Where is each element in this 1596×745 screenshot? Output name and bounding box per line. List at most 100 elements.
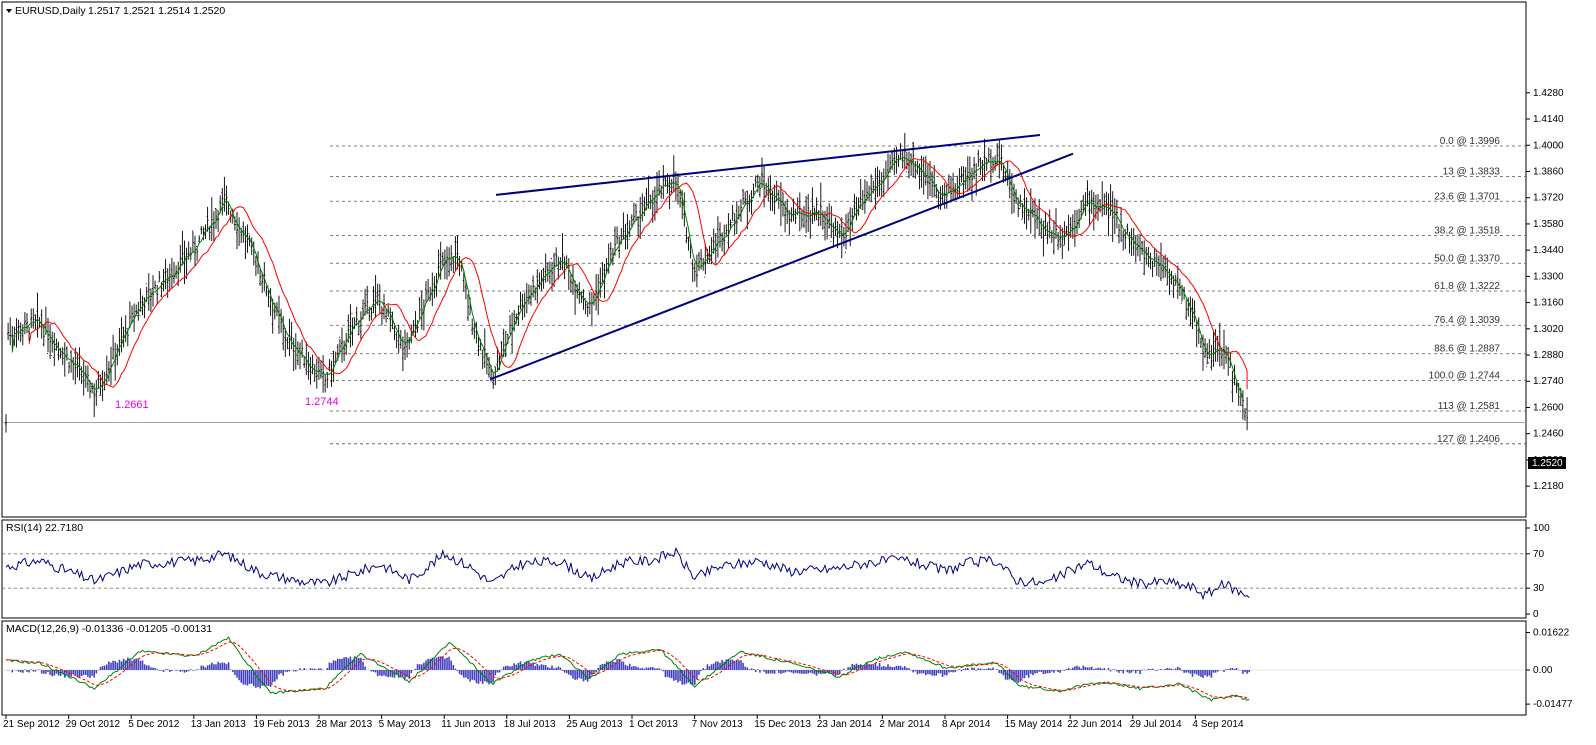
price-bar bbox=[72, 357, 75, 381]
price-bar bbox=[1223, 329, 1225, 370]
price-bar bbox=[303, 356, 306, 368]
price-bar bbox=[162, 268, 165, 292]
price-bar bbox=[685, 227, 688, 244]
low-annotation-2: 1.2744 bbox=[305, 396, 339, 408]
rsi-tick-label: 100 bbox=[1533, 523, 1550, 534]
price-bar bbox=[341, 327, 343, 363]
price-bar bbox=[1078, 208, 1081, 229]
price-bar bbox=[853, 193, 856, 217]
fast-ma-line bbox=[28, 158, 1248, 390]
time-tick-label: 22 Jun 2014 bbox=[1067, 719, 1122, 730]
price-bar bbox=[803, 205, 805, 228]
rsi-levels bbox=[2, 553, 1526, 589]
price-bar bbox=[9, 317, 12, 346]
price-bar bbox=[662, 165, 665, 199]
price-bar bbox=[922, 156, 925, 195]
price-bar bbox=[299, 342, 301, 370]
price-bar bbox=[605, 258, 608, 274]
price-bar bbox=[290, 321, 293, 350]
price-bar bbox=[679, 189, 682, 208]
price-bar bbox=[637, 216, 640, 237]
price-bar bbox=[393, 323, 396, 341]
price-bar bbox=[979, 157, 982, 175]
price-bar bbox=[767, 177, 770, 202]
price-bar bbox=[1115, 199, 1118, 229]
axes: 1.4280 1.4140 1.4000 1.3860 1.3720 1.3580 1.34… bbox=[3, 88, 1573, 730]
low-annotation-1: 1.2661 bbox=[115, 399, 149, 411]
price-bar bbox=[173, 261, 175, 284]
price-bar bbox=[1036, 207, 1039, 230]
price-bar bbox=[223, 176, 226, 212]
price-bar bbox=[473, 322, 476, 340]
price-bar bbox=[28, 327, 31, 342]
price-bar bbox=[851, 207, 854, 231]
fib-label: 38.2 @ 1.3518 bbox=[1434, 226, 1500, 237]
lower-trendline bbox=[489, 152, 1074, 381]
price-bar bbox=[107, 361, 110, 382]
price-bar bbox=[985, 158, 988, 172]
price-bar bbox=[212, 211, 215, 242]
price-bar bbox=[80, 366, 83, 385]
price-bar bbox=[622, 212, 625, 240]
macd-title: MACD(12,26,9) -0.01336 -0.01205 -0.00131 bbox=[6, 623, 212, 635]
price-bar bbox=[882, 168, 885, 197]
price-bar bbox=[1086, 180, 1089, 207]
price-bar bbox=[49, 324, 52, 359]
price-bar bbox=[378, 284, 381, 315]
price-bar bbox=[1048, 209, 1051, 239]
price-bar bbox=[7, 322, 10, 341]
price-bar bbox=[458, 256, 461, 277]
price-bar bbox=[215, 208, 217, 229]
price-bar bbox=[158, 270, 161, 283]
price-bar bbox=[989, 148, 992, 183]
price-tick-label: 1.3160 bbox=[1533, 298, 1564, 309]
price-bar bbox=[236, 212, 238, 250]
price-bar bbox=[36, 292, 39, 338]
price-bar bbox=[68, 361, 70, 374]
price-bar bbox=[1023, 188, 1026, 224]
price-bar bbox=[1153, 248, 1156, 267]
price-bar bbox=[828, 203, 831, 229]
price-bar bbox=[1193, 300, 1196, 323]
price-bar bbox=[635, 203, 637, 221]
price-bar bbox=[1025, 197, 1028, 230]
price-bar bbox=[721, 232, 724, 252]
price-bar bbox=[296, 341, 299, 366]
price-bar bbox=[1149, 252, 1152, 270]
price-bar bbox=[1212, 331, 1215, 367]
price-bar bbox=[601, 261, 604, 284]
price-bar bbox=[878, 170, 881, 197]
price-bar bbox=[1218, 322, 1221, 367]
price-bar bbox=[1076, 209, 1078, 235]
price-bar bbox=[32, 308, 35, 329]
price-bar bbox=[63, 342, 66, 377]
price-bar bbox=[1189, 296, 1192, 327]
price-panel-frame bbox=[1, 1, 1527, 518]
price-bar bbox=[1052, 220, 1055, 255]
price-bar bbox=[527, 284, 530, 305]
price-bar bbox=[727, 213, 730, 250]
price-bar bbox=[152, 275, 154, 307]
price-bar bbox=[1050, 230, 1053, 244]
fib-label: 100.0 @ 1.2744 bbox=[1429, 371, 1501, 382]
price-bar bbox=[55, 338, 58, 351]
price-bar bbox=[565, 255, 568, 269]
rsi-indicator bbox=[5, 546, 1250, 601]
ohlc-label: 1.2517 1.2521 1.2514 1.2520 bbox=[88, 5, 225, 17]
price-bar bbox=[244, 226, 247, 260]
price-bar bbox=[1097, 194, 1099, 222]
price-tick-label: 1.4000 bbox=[1533, 140, 1564, 151]
price-bar bbox=[857, 197, 860, 216]
price-bar bbox=[412, 319, 415, 334]
price-bar bbox=[546, 262, 549, 282]
price-bar bbox=[118, 327, 121, 356]
time-tick-label: 28 Mar 2013 bbox=[316, 719, 373, 730]
price-bar bbox=[286, 337, 289, 350]
price-bar bbox=[61, 347, 64, 366]
price-bar bbox=[154, 280, 157, 290]
price-bar bbox=[271, 298, 274, 334]
price-bar bbox=[1040, 218, 1043, 239]
price-bar bbox=[19, 322, 22, 343]
dropdown-triangle-icon[interactable] bbox=[6, 9, 12, 13]
